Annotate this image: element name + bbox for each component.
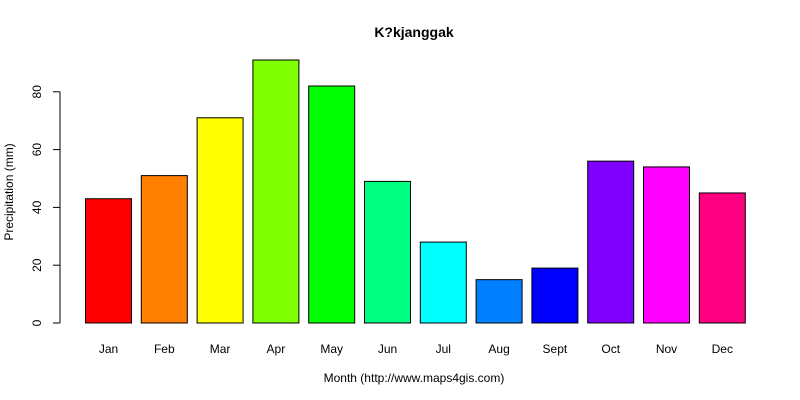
y-tick-label: 20: [30, 258, 44, 272]
bar-jul: [419, 241, 467, 324]
x-tick-label: Oct: [601, 342, 620, 356]
bar-aug: [475, 279, 523, 324]
x-tick-label: Dec: [712, 342, 733, 356]
x-tick-label: Jun: [378, 342, 397, 356]
x-tick-label: Sept: [543, 342, 568, 356]
x-tick-label: Aug: [488, 342, 509, 356]
x-tick-label: Feb: [154, 342, 175, 356]
bar-feb: [140, 175, 188, 324]
x-tick-labels: Jan Feb Mar Apr May Jun Jul Aug Sept Oct Nov Dec: [99, 342, 733, 356]
y-tick-label: 40: [30, 200, 44, 214]
y-axis-label: Precipitation (mm): [2, 143, 16, 240]
bar-sept: [531, 267, 579, 324]
bar-jan: [85, 198, 132, 324]
bars-group: [85, 59, 746, 324]
bar-apr: [252, 59, 300, 324]
x-tick-label: Nov: [656, 342, 677, 356]
bar-oct: [587, 160, 635, 324]
y-tick-label: 60: [30, 143, 44, 157]
bar-dec: [698, 192, 746, 324]
x-tick-label: Jan: [99, 342, 118, 356]
x-tick-label: May: [320, 342, 343, 356]
x-tick-label: Apr: [267, 342, 286, 356]
y-axis: 0 20 40 60 80: [30, 85, 61, 326]
chart-title: K?kjanggak: [374, 24, 454, 40]
bar-jun: [364, 180, 411, 324]
y-tick-label: 80: [30, 85, 44, 99]
x-tick-label: Jul: [436, 342, 451, 356]
y-tick-label: 0: [30, 319, 44, 326]
x-axis-label: Month (http://www.maps4gis.com): [324, 371, 505, 385]
bar-mar: [196, 117, 244, 324]
bar-may: [308, 85, 356, 324]
x-tick-label: Mar: [210, 342, 231, 356]
bar-nov: [643, 166, 690, 324]
